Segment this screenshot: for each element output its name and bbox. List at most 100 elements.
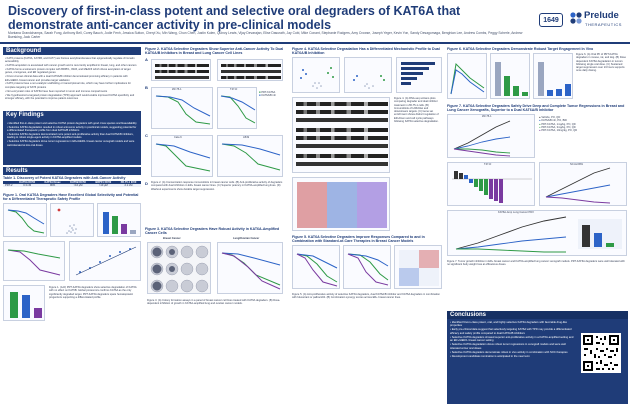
cell-line-label: A549 xyxy=(243,136,250,139)
combination-curve xyxy=(296,253,338,287)
bullet: • Selective KAT6A degraders drove tumor … xyxy=(7,140,135,147)
blot-band xyxy=(296,118,388,122)
model-label: T47-D xyxy=(484,163,492,166)
blot-band xyxy=(155,70,209,73)
figure-2: A B ZR-75-1 T47-D ■ PRT-KA xyxy=(145,57,288,225)
bullet: • First-in-human clinical data with a du… xyxy=(5,75,128,82)
key-findings-heading: Key Findings xyxy=(3,111,141,119)
figure-1-caption: Figure 1. (A-D) PRT-KAT6A degraders show… xyxy=(49,286,137,299)
figure-5: Figure 5. (A) Anti-proliferative activit… xyxy=(292,245,443,341)
fig6-tumor-degradation xyxy=(490,53,530,99)
qr-code[interactable] xyxy=(581,333,621,373)
bullet: • Selective KAT6A degraders demonstrate … xyxy=(450,350,568,354)
fig2-curve-t47d: T47-D xyxy=(217,87,257,129)
bullet: • Selective KAT6A degraders showed super… xyxy=(450,335,574,343)
fig3-growth-curves xyxy=(217,242,283,294)
panel-label-a: A xyxy=(145,57,148,62)
table-1-title: Table 1. Discovery of Potent KAT6A Degra… xyxy=(3,176,126,180)
fig1-progenitor-bars xyxy=(10,292,42,318)
company-logo: Prelude THERAPEUTICS xyxy=(568,9,628,35)
blot-band xyxy=(296,154,388,158)
figure-6-caption: Figure 6. (A) Oral PK of PRT-KAT6A degra… xyxy=(576,53,626,73)
qr-code-icon xyxy=(583,335,619,371)
fig4-volcano-1 xyxy=(292,57,340,93)
fig2-curve-zr751: ZR-75-1 xyxy=(151,87,213,129)
figure-3-caption: Figure 3. (A) Colony formation assays in… xyxy=(147,299,281,306)
fig1-panel-c xyxy=(97,203,141,237)
figure-6-title: Figure 6. KAT6A Selective Degraders Demo… xyxy=(447,47,594,51)
panel-label-c: C xyxy=(145,133,148,138)
colony-formation-plates xyxy=(147,242,211,294)
key-findings-list: • Identified first-in-class potent and s… xyxy=(3,119,141,165)
fig1-panel-a xyxy=(3,203,47,237)
column-2: Figure 2. KAT6A Selective Degraders Show… xyxy=(145,47,288,345)
table-row: PRT-2 0.3 nM 96% >10 μM >10 μM 2.1 nM xyxy=(3,184,141,187)
figure-1: Figure 1. (A-D) PRT-KAT6A degraders show… xyxy=(3,203,141,323)
fig1-scatter-panel xyxy=(75,246,137,276)
conclusions-list: • Identified first-in-class potent, oral… xyxy=(447,319,579,403)
fig2-blot-a xyxy=(151,59,211,81)
synergy-grid xyxy=(399,250,439,286)
fig4-heatmap xyxy=(292,177,390,231)
fig7-tumor-growth-2: NCI-H1581 xyxy=(539,162,627,206)
bullet: • KAT6A forms a tetrameric protein compl… xyxy=(5,68,131,75)
dose-response-curve xyxy=(155,95,211,125)
fig1-panel-d xyxy=(3,241,65,281)
figure-1-title: Figure 1. Oral KAT6A Degraders Have Exce… xyxy=(3,193,139,201)
figure-3: Breast Cancer Lung/Ovarian Cancer Figure… xyxy=(145,237,288,345)
column-4: Figure 6. KAT6A Selective Degraders Demo… xyxy=(447,47,628,300)
bullet: • Selective KAT6A degradation drove robu… xyxy=(450,343,566,350)
volcano-plot xyxy=(300,67,334,89)
blot-band xyxy=(296,144,388,148)
figure-4-title: Figure 4. KAT6A Selective Degradation Ha… xyxy=(292,47,440,55)
panel-label-b: B xyxy=(145,85,148,90)
fig7-tumor-growth-1: ZR-75-1 xyxy=(447,114,535,158)
growth-curve-chart xyxy=(221,252,281,290)
cell-line-label: ZR-75-1 xyxy=(172,88,182,91)
author-list: Montana Grandchamps, Sarah Fong, Anthony… xyxy=(8,31,523,39)
panel-label-d: D xyxy=(145,181,148,186)
fig6-time-course xyxy=(533,53,573,99)
logo-subtitle: THERAPEUTICS xyxy=(585,22,622,27)
fig1-curve-panel xyxy=(7,249,61,276)
tumor-growth-chart xyxy=(453,120,511,157)
poster-number-badge: 1649 xyxy=(539,13,563,27)
bullet: • Selective KAT6A degraders demonstrated… xyxy=(7,133,134,140)
fig1-proteomics-volcano xyxy=(57,208,77,234)
figure-7-title: Figure 7. KAT6A Selective Degraders Safe… xyxy=(447,104,625,112)
figure-6: Figure 6. (A) Oral PK of PRT-KAT6A degra… xyxy=(447,53,628,103)
logo-wordmark: Prelude xyxy=(584,10,619,21)
bullet: • KAT6A acquisition is associated with c… xyxy=(5,64,137,68)
results-table: KAT6A DC50 KAT6A Dmax KAT6B DC50 BRPF1 D… xyxy=(3,181,141,187)
bullet: • We hypothesized a targeted protein deg… xyxy=(5,93,135,100)
figure-4: Figure 4. (A) RNA-seq volcano plots comp… xyxy=(292,57,443,233)
fig2-curve-calu6: Calu-6 xyxy=(151,135,213,177)
fig4-volcano-2 xyxy=(344,57,392,93)
legend-item: ■ KAT6A/B inh xyxy=(259,94,276,98)
expression-heatmap xyxy=(297,182,387,228)
figure-5-caption: Figure 5. (A) Anti-proliferative activit… xyxy=(292,293,440,300)
blot-band xyxy=(155,76,209,79)
waterfall-plot xyxy=(452,171,532,203)
bullet: • Non-enzymatic roles of KAT6A have been… xyxy=(5,89,108,93)
fig7-legend: ● Vehicle, PO, QD ● KAT6A/B inh, PO, BID… xyxy=(539,116,627,132)
figure-2-caption: Figure 2. (A) Concentration response imm… xyxy=(151,181,283,191)
background-heading: Background xyxy=(3,47,141,55)
table-header-row: KAT6A DC50 KAT6A Dmax KAT6B DC50 BRPF1 D… xyxy=(3,181,141,184)
legend-item: ● PRT-KAT6A, 10mg/kg, PO, QD xyxy=(539,129,578,133)
fig6-pk-plot xyxy=(447,53,487,99)
fig1-dose-curve xyxy=(7,209,45,234)
bullet: • Development candidate nomination is an… xyxy=(450,354,530,358)
blot-band xyxy=(296,128,388,132)
fig7-waterfall: T47-D xyxy=(447,162,535,206)
combination-curve xyxy=(347,253,389,286)
legend-item: ■ PRT-KAT6A xyxy=(259,91,276,94)
pathway-bar-chart xyxy=(401,62,435,85)
model-label: ZR-75-1 xyxy=(482,115,492,118)
model-label: KAT6A-Amp Lung Cancer PDX xyxy=(498,211,534,214)
time-course-bars xyxy=(538,62,571,96)
figure-7-caption: Figure 7. Tumor growth inhibition in ER+… xyxy=(447,260,625,267)
volcano-plot xyxy=(353,75,385,89)
fig5-combo-2 xyxy=(343,245,391,289)
fig2-curve-a549: A549 xyxy=(217,135,283,177)
